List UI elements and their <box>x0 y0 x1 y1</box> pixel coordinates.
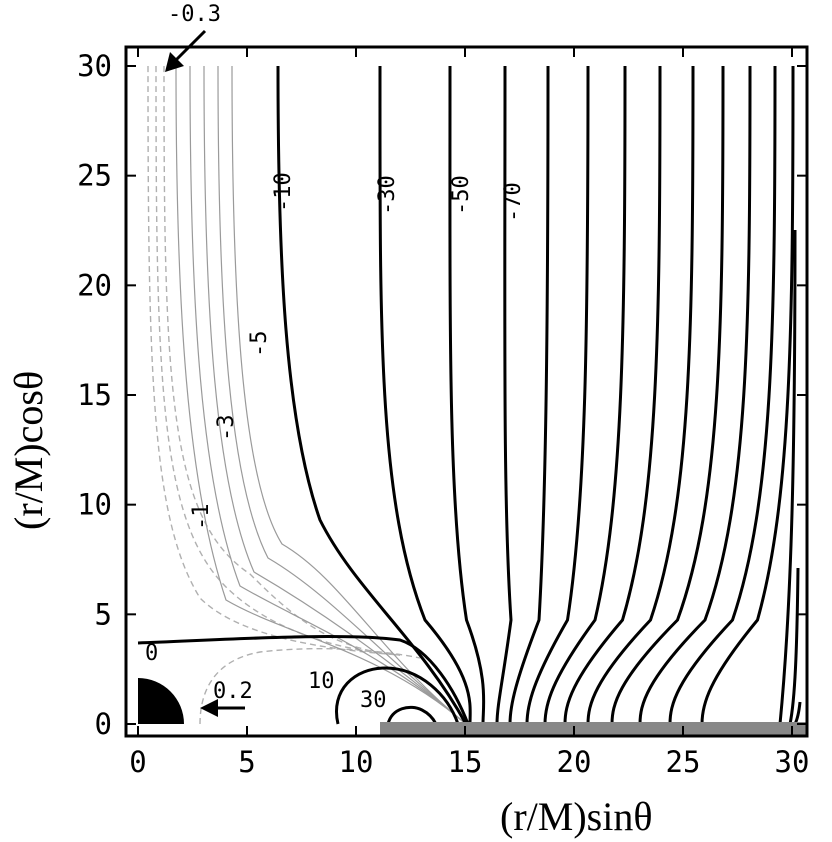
y-axis-label: (r/M)cosθ <box>6 371 51 530</box>
thick-contour-line <box>700 65 795 725</box>
thick-contour-line <box>335 666 460 725</box>
x-tick-label: 5 <box>238 745 255 779</box>
contour-label-neg70: -70 <box>501 182 526 222</box>
contour-label-neg50: -50 <box>449 175 474 215</box>
thick-contour-line <box>778 229 797 725</box>
arrow-0.2-head <box>200 699 218 717</box>
thin-contour-line <box>189 65 467 725</box>
y-tick-label: 0 <box>95 707 112 741</box>
y-tick-label: 25 <box>77 159 112 193</box>
thick-contour-line <box>638 65 752 725</box>
contour-lines <box>137 65 802 725</box>
contour-label-0: 0 <box>145 641 158 666</box>
x-tick-label: 0 <box>129 745 146 779</box>
thick-contour-line <box>378 65 472 725</box>
contour-label-30: 30 <box>360 688 387 713</box>
arrow-neg0.3-shaft <box>173 29 207 63</box>
disk-region <box>380 722 806 737</box>
thick-contour-line <box>276 65 468 725</box>
thick-contour-line <box>563 65 662 725</box>
contour-label-neg5: -5 <box>247 331 272 358</box>
x-tick-label: 20 <box>557 745 592 779</box>
thick-contour-line <box>668 65 777 725</box>
thick-contour-line <box>508 65 550 725</box>
x-axis-label: (r/M)sinθ <box>500 794 652 839</box>
y-tick-label: 20 <box>77 268 112 302</box>
contour-labels: -0.3 -1 -3 -5 -10 -30 -50 -70 0 0.2 10 3… <box>145 2 526 713</box>
thin-contour-line <box>175 65 467 725</box>
dashed-contour-line-0.2 <box>199 647 421 725</box>
contour-label-neg10: -10 <box>271 172 296 212</box>
x-tick-label: 30 <box>775 745 810 779</box>
thin-contour-line <box>217 65 467 725</box>
x-tick-label: 10 <box>339 745 374 779</box>
thick-contour-line <box>525 65 590 725</box>
contour-label-neg1: -1 <box>189 504 214 531</box>
contour-label-10: 10 <box>308 669 335 694</box>
contour-label-neg30: -30 <box>375 175 400 215</box>
y-tick-label: 30 <box>77 49 112 83</box>
y-tick-label: 10 <box>77 488 112 522</box>
thick-contour-line <box>137 635 470 725</box>
plot-frame <box>124 45 809 738</box>
dashed-contour-line <box>163 65 401 656</box>
axis-ticks: 0 5 10 15 20 25 30 0 5 10 15 20 25 30 <box>77 47 809 779</box>
y-tick-label: 15 <box>77 378 112 412</box>
thick-contour-line <box>586 65 695 725</box>
contour-label-neg0.3: -0.3 <box>168 2 221 27</box>
thick-contour-line <box>495 65 513 725</box>
arrow-neg0.3-head <box>165 52 184 72</box>
thick-contour-line <box>793 701 802 725</box>
thin-contour-line <box>231 65 467 725</box>
thin-contour-line <box>203 65 467 725</box>
thick-contour-line <box>386 705 438 725</box>
contour-label-neg3: -3 <box>214 415 239 442</box>
thick-contour-line <box>788 567 800 725</box>
contour-label-0.2: 0.2 <box>213 679 253 704</box>
black-hole-region <box>138 678 184 724</box>
thick-contour-line <box>448 65 486 725</box>
x-tick-label: 25 <box>666 745 701 779</box>
annotation-arrows <box>165 29 245 717</box>
y-tick-label: 5 <box>95 597 112 631</box>
thick-contour-line <box>610 65 725 725</box>
x-tick-label: 15 <box>448 745 483 779</box>
thick-contour-line <box>543 65 627 725</box>
dashed-contour-line <box>147 65 401 656</box>
